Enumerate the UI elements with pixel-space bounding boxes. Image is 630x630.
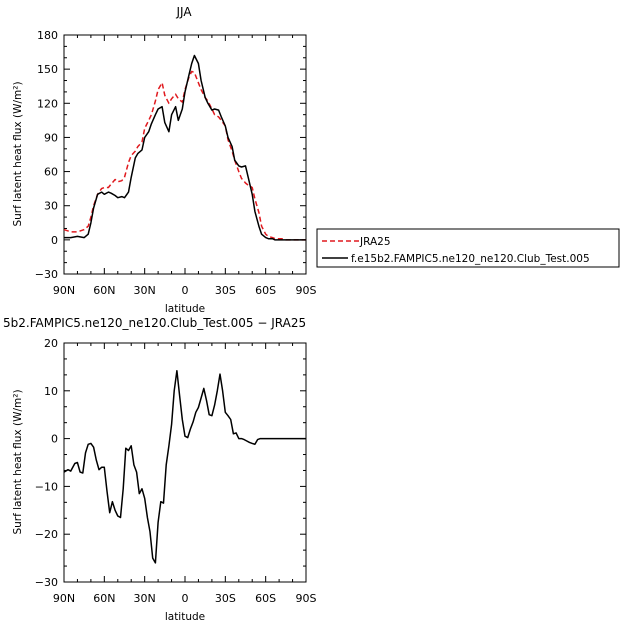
y-tick-label: 180 (37, 29, 58, 42)
bottom-plot-frame (63, 342, 307, 583)
bottom-chart: 5b2.FAMPIC5.ne120_ne120.Club_Test.005 − … (3, 316, 317, 623)
top-y-axis-label: Surf latent heat flux (W/m²) (12, 81, 24, 226)
x-tick-label: 90N (53, 284, 75, 297)
legend: JRA25 f.e15b2.FAMPIC5.ne120_ne120.Club_T… (316, 228, 620, 268)
y-tick-label: 30 (44, 200, 58, 213)
y-tick-label: −30 (35, 576, 58, 589)
bottom-chart-title: 5b2.FAMPIC5.ne120_ne120.Club_Test.005 − … (3, 316, 306, 330)
y-tick-label: −10 (35, 480, 58, 493)
y-tick-label: 0 (51, 234, 58, 247)
series-line-1-0 (63, 369, 306, 564)
x-tick-label: 0 (182, 592, 189, 605)
y-tick-label: 10 (44, 385, 58, 398)
x-tick-label: 30N (134, 284, 156, 297)
y-tick-label: 120 (37, 97, 58, 110)
x-tick-label: 30S (215, 284, 236, 297)
y-tick-label: 0 (51, 433, 58, 446)
bottom-series-lines (63, 369, 306, 564)
x-tick-label: 90N (53, 592, 75, 605)
x-tick-label: 30N (134, 592, 156, 605)
y-tick-label: −30 (35, 268, 58, 281)
x-tick-label: 0 (182, 284, 189, 297)
x-tick-label: 60N (93, 592, 115, 605)
bottom-axis-ticks: 90N 60N 30N 0 30S 60S 90S −30 −20 −10 0 10 20 (35, 337, 317, 605)
bottom-x-axis-label: latitude (165, 611, 205, 623)
y-tick-label: 90 (44, 131, 58, 144)
y-tick-label: 20 (44, 337, 58, 350)
x-tick-label: 30S (215, 592, 236, 605)
top-x-axis-label: latitude (165, 303, 205, 315)
top-series-lines (63, 54, 306, 241)
x-tick-label: 60N (93, 284, 115, 297)
x-tick-label: 90S (296, 592, 317, 605)
y-tick-label: 60 (44, 166, 58, 179)
top-axis-ticks: 90N 60N 30N 0 30S 60S 90S −30 0 30 60 90 120 150 180 (35, 29, 317, 297)
legend-label-model: f.e15b2.FAMPIC5.ne120_ne120.Club_Test.00… (351, 253, 590, 265)
top-chart: JJA 90N 60N 30N 0 30S 60S 90S −30 0 30 60 90 120 150 1… (12, 5, 317, 315)
top-chart-title: JJA (175, 5, 192, 19)
y-tick-label: 150 (37, 63, 58, 76)
y-tick-label: −20 (35, 528, 58, 541)
bottom-y-axis-label: Surf latent heat flux (W/m²) (12, 389, 24, 534)
legend-label-jra25: JRA25 (359, 236, 391, 248)
series-line-0-1 (64, 54, 306, 241)
x-tick-label: 60S (255, 592, 276, 605)
x-tick-label: 90S (296, 284, 317, 297)
x-tick-label: 60S (255, 284, 276, 297)
legend-box (316, 228, 620, 268)
